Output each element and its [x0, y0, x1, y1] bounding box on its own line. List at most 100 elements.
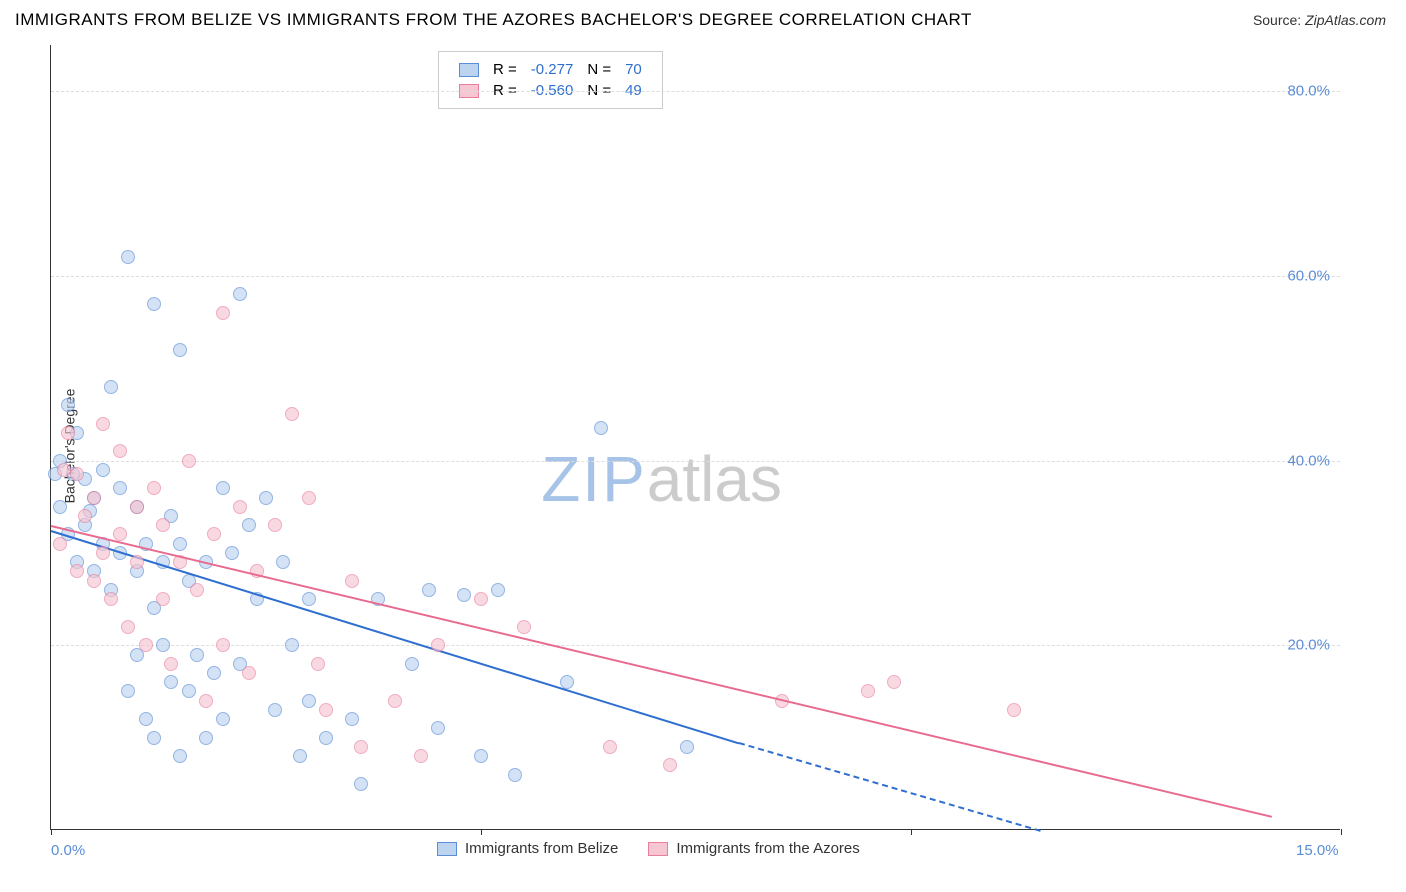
- data-point: [233, 287, 247, 301]
- x-tick-label: 15.0%: [1296, 842, 1339, 859]
- gridline-h: [51, 461, 1340, 462]
- data-point: [207, 527, 221, 541]
- data-point: [405, 657, 419, 671]
- data-point: [293, 749, 307, 763]
- source-value: ZipAtlas.com: [1305, 12, 1386, 28]
- x-tick: [1341, 829, 1342, 835]
- data-point: [1007, 703, 1021, 717]
- legend-item: Immigrants from the Azores: [648, 840, 859, 857]
- data-point: [268, 703, 282, 717]
- gridline-h: [51, 91, 1340, 92]
- data-point: [431, 721, 445, 735]
- data-point: [302, 694, 316, 708]
- data-point: [173, 749, 187, 763]
- data-point: [354, 777, 368, 791]
- watermark: ZIPatlas: [541, 442, 782, 516]
- data-point: [104, 592, 118, 606]
- watermark-zip: ZIP: [541, 443, 647, 515]
- data-point: [61, 426, 75, 440]
- trend-line: [51, 525, 1273, 818]
- data-point: [87, 491, 101, 505]
- data-point: [491, 583, 505, 597]
- data-point: [156, 518, 170, 532]
- data-point: [414, 749, 428, 763]
- data-point: [216, 712, 230, 726]
- data-point: [517, 620, 531, 634]
- data-point: [302, 491, 316, 505]
- data-point: [57, 463, 71, 477]
- y-tick-label: 60.0%: [1287, 267, 1330, 284]
- legend-r-value: -0.277: [525, 60, 580, 79]
- trend-line: [51, 530, 740, 744]
- data-point: [663, 758, 677, 772]
- data-point: [207, 666, 221, 680]
- data-point: [457, 588, 471, 602]
- data-point: [268, 518, 282, 532]
- data-point: [302, 592, 316, 606]
- watermark-atlas: atlas: [647, 443, 782, 515]
- data-point: [603, 740, 617, 754]
- data-point: [225, 546, 239, 560]
- data-point: [113, 444, 127, 458]
- legend-n-label: N =: [581, 60, 617, 79]
- legend-series-label: Immigrants from the Azores: [676, 840, 859, 857]
- data-point: [345, 712, 359, 726]
- data-point: [70, 467, 84, 481]
- legend-correlation-box: R =-0.277N =70R =-0.560N =49: [438, 51, 663, 109]
- data-point: [216, 481, 230, 495]
- data-point: [242, 666, 256, 680]
- data-point: [233, 500, 247, 514]
- data-point: [121, 684, 135, 698]
- data-point: [345, 574, 359, 588]
- data-point: [164, 675, 178, 689]
- data-point: [139, 638, 153, 652]
- legend-swatch: [459, 63, 479, 77]
- source-label: Source:: [1253, 12, 1305, 28]
- data-point: [319, 703, 333, 717]
- data-point: [121, 620, 135, 634]
- data-point: [182, 454, 196, 468]
- data-point: [147, 481, 161, 495]
- x-tick: [481, 829, 482, 835]
- data-point: [319, 731, 333, 745]
- data-point: [53, 537, 67, 551]
- x-tick: [51, 829, 52, 835]
- x-tick: [911, 829, 912, 835]
- data-point: [216, 638, 230, 652]
- x-tick-label: 0.0%: [51, 842, 85, 859]
- data-point: [887, 675, 901, 689]
- gridline-h: [51, 645, 1340, 646]
- data-point: [173, 537, 187, 551]
- data-point: [474, 749, 488, 763]
- data-point: [96, 417, 110, 431]
- chart-container: IMMIGRANTS FROM BELIZE VS IMMIGRANTS FRO…: [0, 0, 1406, 892]
- data-point: [422, 583, 436, 597]
- legend-swatch: [648, 842, 668, 856]
- gridline-h: [51, 276, 1340, 277]
- data-point: [70, 564, 84, 578]
- data-point: [104, 380, 118, 394]
- chart-title: IMMIGRANTS FROM BELIZE VS IMMIGRANTS FRO…: [15, 10, 972, 30]
- legend-n-value: 70: [619, 60, 648, 79]
- data-point: [388, 694, 402, 708]
- data-point: [431, 638, 445, 652]
- data-point: [508, 768, 522, 782]
- legend-series: Immigrants from BelizeImmigrants from th…: [437, 840, 860, 857]
- data-point: [113, 481, 127, 495]
- data-point: [311, 657, 325, 671]
- data-point: [121, 250, 135, 264]
- data-point: [285, 407, 299, 421]
- data-point: [242, 518, 256, 532]
- data-point: [139, 712, 153, 726]
- data-point: [285, 638, 299, 652]
- data-point: [164, 657, 178, 671]
- trend-line: [739, 742, 1041, 832]
- y-tick-label: 40.0%: [1287, 452, 1330, 469]
- data-point: [173, 343, 187, 357]
- data-point: [199, 731, 213, 745]
- data-point: [474, 592, 488, 606]
- data-point: [147, 297, 161, 311]
- data-point: [78, 509, 92, 523]
- data-point: [53, 500, 67, 514]
- data-point: [594, 421, 608, 435]
